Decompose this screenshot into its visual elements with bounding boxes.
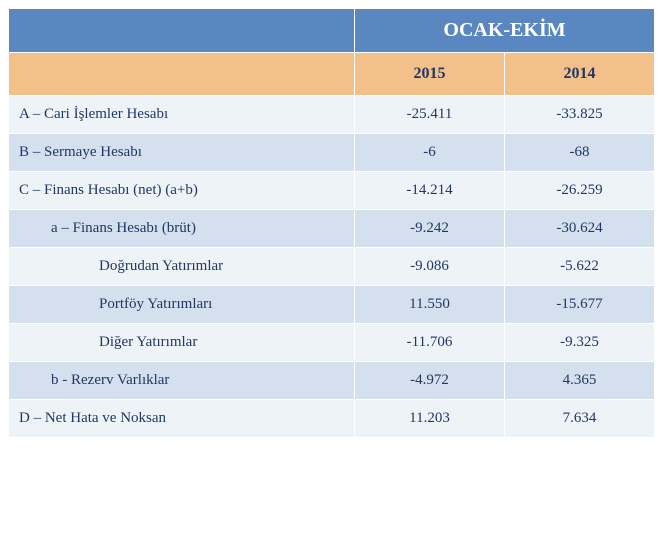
financial-table: OCAK-EKİM 2015 2014 A – Cari İşlemler He… (8, 8, 655, 438)
table-row: Diğer Yatırımlar-11.706-9.325 (9, 324, 655, 362)
table-row: B – Sermaye Hesabı-6-68 (9, 134, 655, 172)
row-label: B – Sermaye Hesabı (9, 134, 355, 172)
row-value-2014: -33.825 (505, 96, 655, 134)
row-label: A – Cari İşlemler Hesabı (9, 96, 355, 134)
table-row: b - Rezerv Varlıklar-4.9724.365 (9, 362, 655, 400)
header-blank-cell (9, 9, 355, 53)
table-row: D – Net Hata ve Noksan11.2037.634 (9, 400, 655, 438)
row-value-2015: -6 (355, 134, 505, 172)
row-value-2014: 4.365 (505, 362, 655, 400)
row-value-2014: -15.677 (505, 286, 655, 324)
row-label: Portföy Yatırımları (9, 286, 355, 324)
row-label: b - Rezerv Varlıklar (9, 362, 355, 400)
row-label: C – Finans Hesabı (net) (a+b) (9, 172, 355, 210)
year-col-2014: 2014 (505, 53, 655, 96)
row-value-2014: -26.259 (505, 172, 655, 210)
row-value-2015: -25.411 (355, 96, 505, 134)
row-value-2014: -9.325 (505, 324, 655, 362)
row-label: a – Finans Hesabı (brüt) (9, 210, 355, 248)
row-value-2014: -5.622 (505, 248, 655, 286)
table-row: Portföy Yatırımları11.550-15.677 (9, 286, 655, 324)
row-label: D – Net Hata ve Noksan (9, 400, 355, 438)
table-row: C – Finans Hesabı (net) (a+b)-14.214-26.… (9, 172, 655, 210)
row-value-2015: -4.972 (355, 362, 505, 400)
row-value-2015: -14.214 (355, 172, 505, 210)
row-value-2015: -9.242 (355, 210, 505, 248)
years-blank-cell (9, 53, 355, 96)
table-row: Doğrudan Yatırımlar-9.086-5.622 (9, 248, 655, 286)
row-value-2014: -68 (505, 134, 655, 172)
header-row-title: OCAK-EKİM (9, 9, 655, 53)
row-value-2014: 7.634 (505, 400, 655, 438)
row-value-2014: -30.624 (505, 210, 655, 248)
row-value-2015: -11.706 (355, 324, 505, 362)
row-label: Doğrudan Yatırımlar (9, 248, 355, 286)
row-label: Diğer Yatırımlar (9, 324, 355, 362)
header-row-years: 2015 2014 (9, 53, 655, 96)
year-col-2015: 2015 (355, 53, 505, 96)
table-body: A – Cari İşlemler Hesabı-25.411-33.825B … (9, 96, 655, 438)
row-value-2015: 11.203 (355, 400, 505, 438)
row-value-2015: -9.086 (355, 248, 505, 286)
table-row: a – Finans Hesabı (brüt)-9.242-30.624 (9, 210, 655, 248)
table-row: A – Cari İşlemler Hesabı-25.411-33.825 (9, 96, 655, 134)
row-value-2015: 11.550 (355, 286, 505, 324)
header-title: OCAK-EKİM (355, 9, 655, 53)
